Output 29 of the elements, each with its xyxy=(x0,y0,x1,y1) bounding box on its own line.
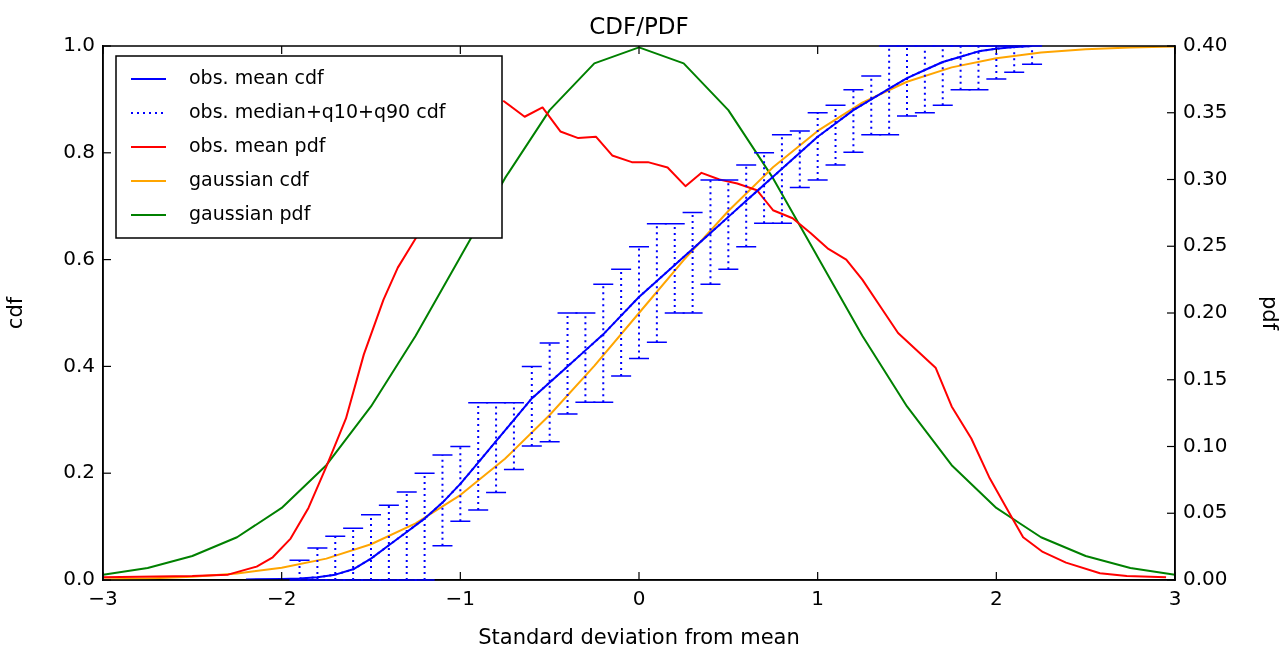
y2-tick-label: 0.40 xyxy=(1183,32,1228,57)
y-tick-label: 0.2 xyxy=(63,459,95,484)
x-tick-label: 1 xyxy=(811,586,825,611)
chart-title: CDF/PDF xyxy=(589,13,689,40)
legend-label: obs. mean pdf xyxy=(189,133,327,156)
x-tick-label: 2 xyxy=(989,586,1003,611)
legend-label: gaussian pdf xyxy=(189,201,312,224)
y2-tick-label: 0.20 xyxy=(1183,299,1228,324)
y-tick-label: 0.6 xyxy=(63,245,95,270)
y2-tick-label: 0.15 xyxy=(1183,365,1228,390)
y2-tick-label: 0.30 xyxy=(1183,165,1228,190)
y-axis-title: cdf xyxy=(3,296,28,330)
y2-tick-label: 0.00 xyxy=(1183,566,1228,591)
y-tick-label: 1.0 xyxy=(63,32,95,57)
y2-tick-label: 0.35 xyxy=(1183,98,1228,123)
legend-label: gaussian cdf xyxy=(189,167,311,190)
x-tick-label: −2 xyxy=(266,586,297,611)
legend-label: obs. mean cdf xyxy=(189,65,326,88)
y-tick-label: 0.8 xyxy=(63,139,95,163)
y2-tick-label: 0.10 xyxy=(1183,432,1228,457)
y2-tick-label: 0.25 xyxy=(1183,232,1228,257)
x-axis-title: Standard deviation from mean xyxy=(478,624,800,649)
x-tick-label: 3 xyxy=(1168,586,1182,611)
y2-axis-title: pdf xyxy=(1257,295,1282,331)
legend-label: obs. median+q10+q90 cdf xyxy=(189,99,447,122)
x-tick-label: 0 xyxy=(632,586,646,611)
y-tick-label: 0.4 xyxy=(63,352,95,377)
y2-tick-label: 0.05 xyxy=(1183,499,1228,524)
x-tick-label: −1 xyxy=(445,586,476,611)
